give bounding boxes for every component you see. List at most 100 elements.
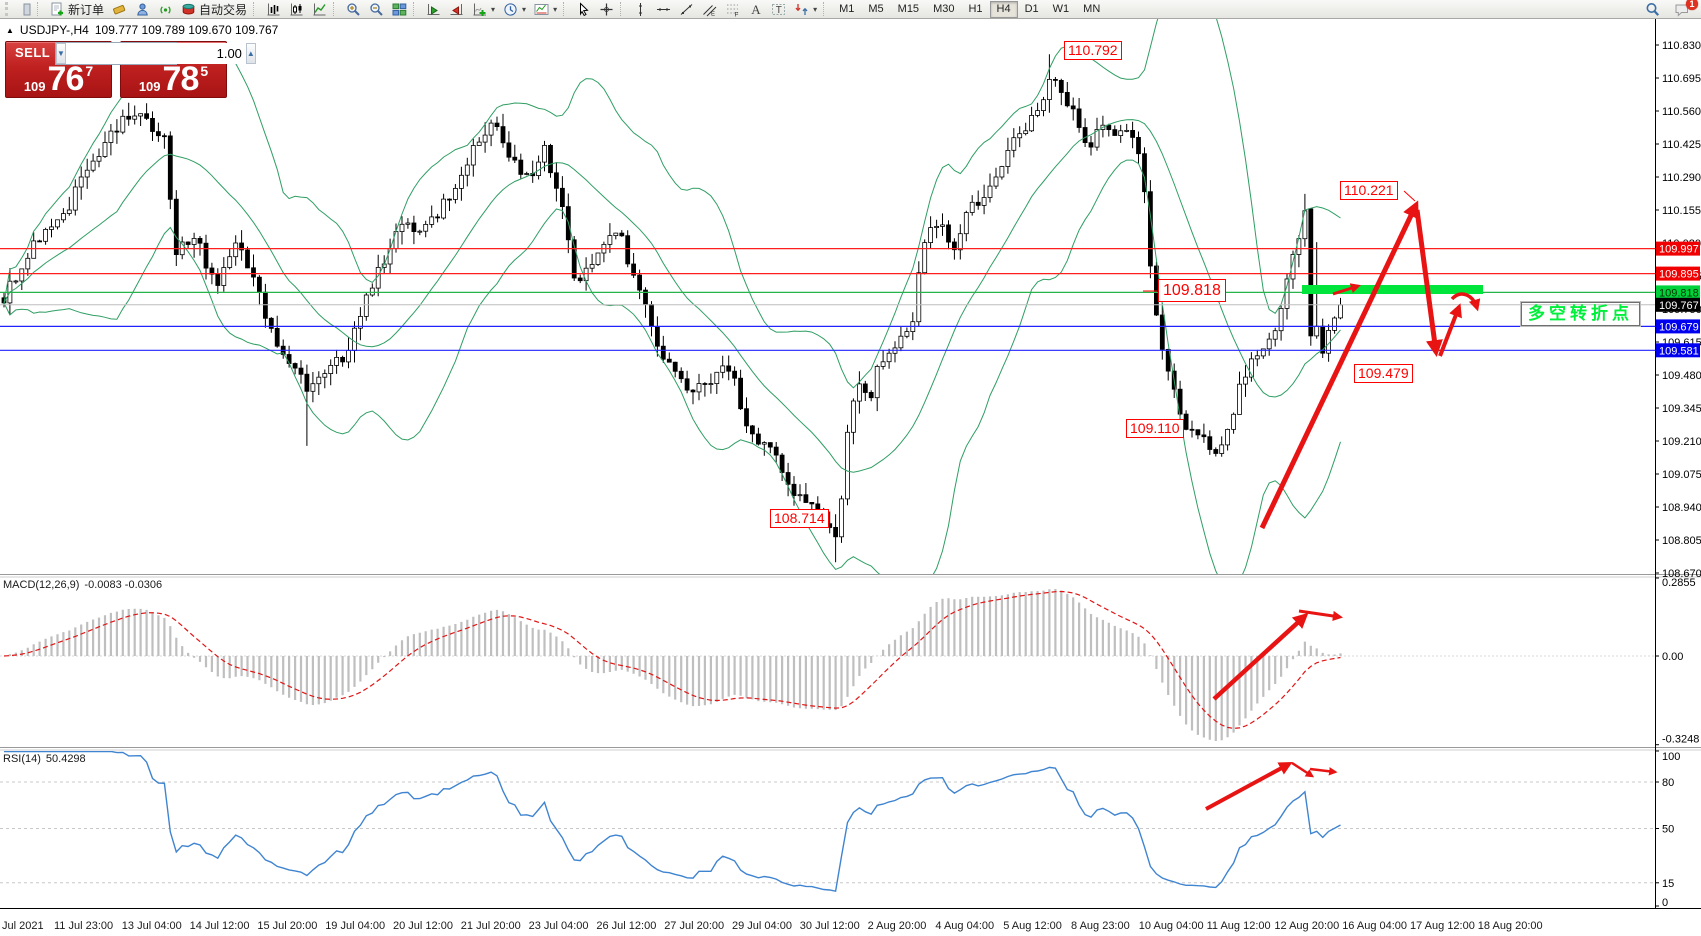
buy-price: 109 78 5 bbox=[121, 62, 226, 96]
price-chip-109.679: 109.679 bbox=[1656, 319, 1700, 334]
rsi-pane bbox=[0, 751, 1655, 893]
vline-icon bbox=[639, 2, 642, 16]
price-annotation-110.792[interactable]: 110.792 bbox=[1064, 41, 1122, 60]
svg-text:15: 15 bbox=[1662, 878, 1674, 890]
price-annotation-109.479[interactable]: 109.479 bbox=[1354, 364, 1413, 383]
collapse-marker-icon[interactable]: ▲ bbox=[6, 25, 14, 35]
time-label: 15 Jul 20:00 bbox=[257, 920, 317, 932]
svg-text:E: E bbox=[711, 11, 715, 17]
svg-text:80: 80 bbox=[1662, 777, 1674, 789]
toolbar-drag-handle[interactable] bbox=[5, 2, 9, 16]
rsi-label: RSI(14) bbox=[3, 753, 41, 765]
time-label: 13 Jul 04:00 bbox=[122, 920, 182, 932]
volume-stepper: ▼ ▲ bbox=[55, 42, 256, 65]
clipped-toolbar-icon[interactable] bbox=[12, 1, 35, 18]
auto-scroll-button[interactable] bbox=[422, 1, 445, 18]
timeframe-m5-button[interactable]: M5 bbox=[868, 3, 884, 15]
price-chip-109.818: 109.818 bbox=[1656, 285, 1700, 300]
text-tool-button[interactable]: A bbox=[744, 1, 767, 18]
volume-input[interactable] bbox=[65, 43, 246, 64]
autotrade-icon bbox=[182, 3, 195, 15]
timeframe-m1-button[interactable]: M1 bbox=[839, 3, 855, 15]
time-label: 21 Jul 20:00 bbox=[461, 920, 521, 932]
sell-price-prefix: 109 bbox=[23, 79, 46, 94]
chart-header: ▲ USDJPY-,H4 109.777 109.789 109.670 109… bbox=[6, 23, 278, 37]
trendline-icon bbox=[680, 3, 693, 15]
cursor-tool-button[interactable] bbox=[572, 1, 595, 18]
timeframe-h1-button[interactable]: H1 bbox=[968, 3, 983, 15]
text-icon: A bbox=[751, 2, 761, 17]
svg-text:110.425: 110.425 bbox=[1662, 139, 1701, 151]
price-chip-109.581: 109.581 bbox=[1656, 343, 1700, 358]
trendline-tool-button[interactable] bbox=[675, 1, 698, 18]
price-annotation-108.714[interactable]: 108.714 bbox=[770, 509, 829, 528]
periods-menu-button[interactable]: ▾ bbox=[499, 1, 530, 18]
ohlc-values: 109.777 109.789 109.670 109.767 bbox=[94, 23, 279, 37]
dropdown-arrow-icon: ▾ bbox=[522, 4, 527, 14]
svg-text:109.679: 109.679 bbox=[1659, 321, 1699, 333]
buy-button[interactable]: BUY 109 78 5 bbox=[120, 41, 227, 98]
templates-menu-button[interactable]: ▾ bbox=[530, 1, 561, 18]
signals-button[interactable] bbox=[154, 1, 177, 18]
macd-pane bbox=[0, 589, 1655, 741]
community-button[interactable] bbox=[131, 1, 154, 18]
turning-point-annotation[interactable]: 多空转折点 bbox=[1520, 301, 1641, 327]
bars-icon bbox=[267, 3, 280, 15]
buy-price-prefix: 109 bbox=[138, 79, 161, 94]
indicators-icon bbox=[473, 3, 487, 16]
notifications-button[interactable]: 1 bbox=[1670, 0, 1698, 18]
fibonacci-tool-button[interactable]: F bbox=[721, 1, 744, 18]
svg-text:100: 100 bbox=[1662, 751, 1680, 763]
doc-icon bbox=[51, 2, 63, 15]
label-icon: T bbox=[772, 3, 786, 16]
timeframe-h4-button[interactable]: H4 bbox=[989, 0, 1018, 18]
time-label: 14 Jul 12:00 bbox=[190, 920, 250, 932]
tile-windows-button[interactable] bbox=[388, 1, 411, 18]
vertical-line-tool-button[interactable] bbox=[629, 1, 652, 18]
candlestick-chart-button[interactable] bbox=[285, 1, 308, 18]
bar-chart-button[interactable] bbox=[262, 1, 285, 18]
horizontal-line-tool-button[interactable] bbox=[652, 1, 675, 18]
new-order-button-label: 新订单 bbox=[68, 2, 105, 17]
svg-text:110.830: 110.830 bbox=[1662, 40, 1701, 52]
crosshair-tool-button[interactable] bbox=[595, 1, 618, 18]
svg-text:T: T bbox=[776, 5, 782, 16]
line-chart-button[interactable] bbox=[308, 1, 331, 18]
chart-objects-button[interactable] bbox=[108, 1, 131, 18]
svg-text:109.075: 109.075 bbox=[1662, 469, 1701, 481]
support-zone-bar bbox=[1302, 285, 1483, 294]
timeframe-m15-button[interactable]: M15 bbox=[897, 3, 920, 15]
svg-text:109.818: 109.818 bbox=[1659, 287, 1699, 299]
crosshair-icon bbox=[600, 3, 613, 15]
timeframe-mn-button[interactable]: MN bbox=[1083, 3, 1101, 15]
time-label: 23 Jul 04:00 bbox=[529, 920, 589, 932]
svg-text:110.695: 110.695 bbox=[1662, 73, 1701, 85]
chart-shift-button[interactable] bbox=[445, 1, 468, 18]
price-annotation-109.110[interactable]: 109.110 bbox=[1126, 419, 1184, 438]
indicators-menu-button[interactable]: ▾ bbox=[468, 1, 499, 18]
svg-text:0.00: 0.00 bbox=[1662, 651, 1683, 663]
text-label-tool-button[interactable]: T bbox=[767, 1, 790, 18]
price-annotation-110.221[interactable]: 110.221 bbox=[1340, 181, 1398, 200]
timeframe-d1-button[interactable]: D1 bbox=[1024, 3, 1039, 15]
arrows-tool-button[interactable]: ▾ bbox=[790, 1, 821, 18]
zoom-out-button[interactable] bbox=[365, 1, 388, 18]
channel-tool-button[interactable]: E bbox=[698, 1, 721, 18]
volume-increase-button[interactable]: ▲ bbox=[245, 43, 256, 64]
timeframe-w1-button[interactable]: W1 bbox=[1052, 3, 1070, 15]
auto-trading-button[interactable]: 自动交易 bbox=[177, 1, 251, 18]
new-order-button[interactable]: 新订单 bbox=[46, 1, 108, 18]
buy-price-sup: 5 bbox=[200, 63, 209, 79]
volume-decrease-button[interactable]: ▼ bbox=[56, 43, 66, 64]
svg-text:110.155: 110.155 bbox=[1662, 205, 1701, 217]
search-button[interactable] bbox=[1641, 1, 1664, 18]
cursor-icon bbox=[580, 1, 589, 16]
auto-trading-button-label: 自动交易 bbox=[199, 2, 248, 17]
price-annotation-109.818[interactable]: 109.818 bbox=[1158, 279, 1226, 302]
eraser-icon bbox=[113, 4, 126, 14]
timeframe-m30-button[interactable]: M30 bbox=[933, 3, 955, 15]
zoom-in-button[interactable] bbox=[342, 1, 365, 18]
time-label: 17 Aug 12:00 bbox=[1410, 920, 1475, 932]
time-label: 8 Aug 23:00 bbox=[1071, 920, 1130, 932]
